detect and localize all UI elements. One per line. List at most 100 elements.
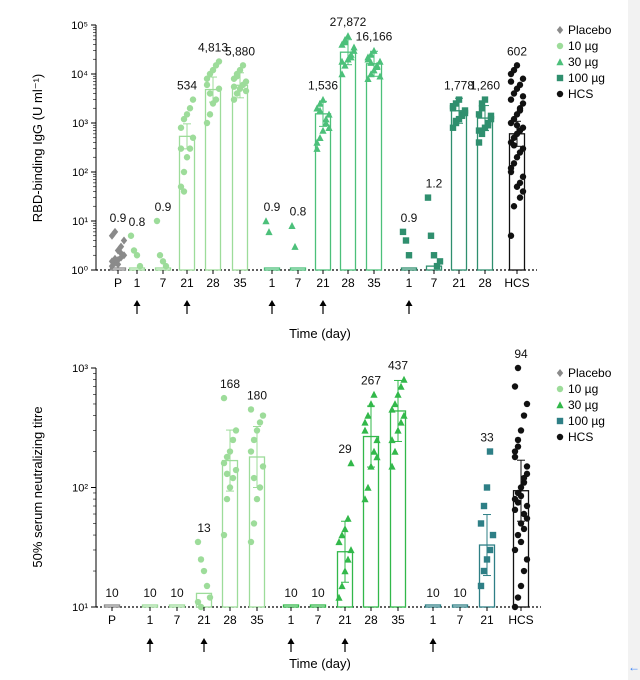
data-point [316, 133, 324, 141]
data-point [514, 531, 522, 539]
bar [400, 267, 418, 271]
value-label: 1.2 [426, 177, 443, 191]
x-axis-title: Time (day) [289, 326, 351, 341]
data-point [373, 63, 381, 71]
data-point [220, 531, 228, 539]
legend-marker [556, 385, 564, 393]
data-point [405, 252, 413, 259]
data-point [136, 262, 144, 270]
data-point [436, 258, 444, 265]
data-point [130, 247, 138, 254]
data-point [455, 96, 463, 103]
data-point [402, 237, 410, 244]
bar [168, 604, 186, 608]
data-point [344, 514, 352, 522]
value-label: 534 [177, 79, 197, 93]
dose-arrow-head-icon [405, 300, 413, 306]
data-point [197, 556, 205, 563]
data-point [344, 55, 352, 63]
data-point [341, 61, 349, 69]
y-axis-title: 50% serum neutralizing titre [30, 406, 45, 567]
data-point [511, 448, 519, 455]
data-point [325, 110, 333, 118]
data-point [520, 525, 528, 533]
x-tick-label: 7 [457, 613, 464, 627]
neutralizing-chart-panel: 10¹ 10² 10³ 50% serum neutralizing titre 10 P… [30, 347, 612, 671]
x-tick-label: 1 [134, 276, 141, 290]
data-point [344, 555, 352, 563]
legend-marker [556, 42, 564, 50]
bar [365, 63, 383, 271]
legend-label: 100 µg [568, 414, 605, 428]
data-point [400, 411, 408, 419]
data-point [478, 130, 486, 138]
bar [141, 604, 159, 608]
y-axis-title: RBD-binding IgG (U ml⁻¹) [30, 74, 45, 222]
data-point [180, 168, 188, 176]
value-label: 33 [480, 431, 494, 445]
data-point [376, 72, 384, 80]
data-point [247, 406, 255, 413]
data-point [511, 603, 519, 611]
data-point [189, 96, 197, 103]
data-point [461, 109, 469, 117]
data-point [517, 484, 525, 491]
value-label: 0.9 [264, 200, 281, 214]
data-point [391, 447, 399, 455]
data-point [259, 463, 267, 470]
data-point [507, 96, 515, 103]
data-point [511, 546, 519, 554]
data-point [183, 154, 191, 161]
data-point [186, 105, 194, 112]
value-label: 4,813 [198, 40, 228, 54]
data-point [250, 474, 258, 482]
y-tick-label: 10³ [72, 118, 88, 130]
data-point [433, 262, 441, 270]
data-point [156, 252, 164, 259]
back-arrow-icon[interactable]: ← [628, 660, 640, 674]
data-point [516, 81, 524, 89]
data-point [519, 75, 527, 82]
data-point [253, 427, 261, 434]
data-point [489, 531, 497, 539]
data-point [230, 83, 238, 90]
data-point [250, 520, 258, 527]
data-point [430, 252, 438, 259]
data-point [520, 567, 528, 575]
y-tick-label: 10² [72, 167, 88, 179]
data-point [397, 418, 405, 426]
legend-label: 10 µg [568, 382, 598, 396]
data-point [229, 436, 237, 444]
value-label: 1,778 [444, 79, 474, 93]
data-point [483, 556, 491, 563]
value-label: 94 [514, 347, 528, 361]
x-tick-label: 35 [367, 276, 381, 290]
data-point [483, 484, 491, 491]
data-point [478, 105, 486, 112]
value-label: 10 [426, 586, 440, 600]
data-point [256, 419, 264, 426]
data-point [516, 194, 524, 201]
legend-label: 10 µg [568, 39, 598, 53]
data-point [347, 459, 355, 467]
x-tick-label: 21 [197, 613, 211, 627]
igg-chart-panel: 10⁰ 10¹ 10² 10³ 10⁴ 10⁵ RBD-binding IgG (U ml⁻… [30, 15, 612, 341]
dose-arrow-head-icon [268, 300, 276, 306]
data-point [194, 538, 202, 546]
value-label: 13 [197, 521, 211, 535]
data-point [361, 418, 369, 426]
value-label: 180 [247, 388, 267, 402]
bar [424, 604, 442, 608]
value-label: 10 [170, 586, 184, 600]
data-point [520, 510, 528, 518]
data-point [335, 538, 343, 546]
value-label: 10 [284, 586, 298, 600]
value-label: 1,260 [470, 79, 500, 93]
data-point [510, 90, 518, 97]
data-point [209, 66, 217, 74]
data-point [376, 57, 384, 65]
data-point [177, 145, 185, 152]
data-point [516, 107, 524, 114]
data-point [215, 58, 223, 65]
data-point [247, 538, 255, 546]
